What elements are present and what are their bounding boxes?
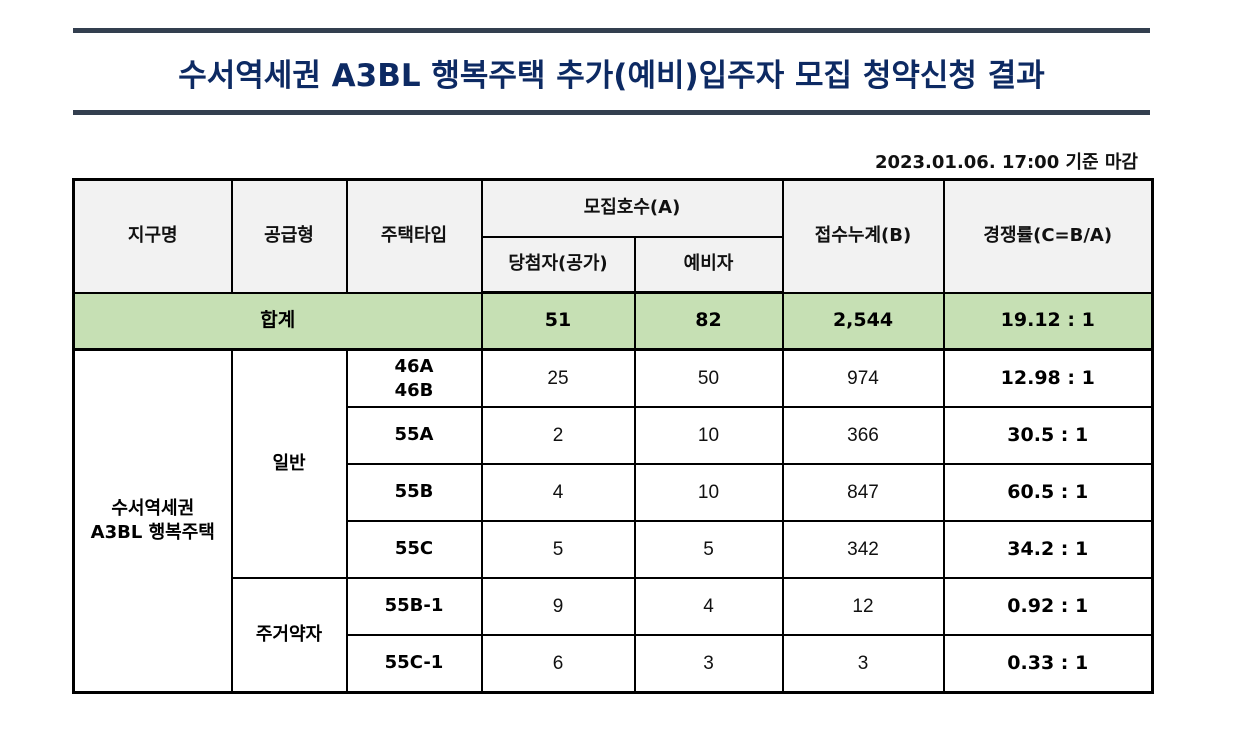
deadline-note: 2023.01.06. 17:00 기준 마감 <box>874 152 1138 173</box>
header-district: 지구명 <box>72 178 233 294</box>
results-table: 지구명 공급형 주택타입 모집호수(A) 접수누계(B) 경쟁률(C=B/A) … <box>72 178 1154 694</box>
competition-ratio: 34.2 : 1 <box>942 520 1154 579</box>
header-supply-type: 공급형 <box>230 178 348 294</box>
winners-vacant: 2 <box>480 406 636 465</box>
total-winners-vacant: 51 <box>480 291 636 351</box>
applications-total: 12 <box>781 577 945 636</box>
district-name-line1: 수서역세권 <box>111 497 195 519</box>
header-row: 지구명 공급형 주택타입 모집호수(A) 접수누계(B) 경쟁률(C=B/A) <box>72 178 1154 294</box>
competition-ratio: 12.98 : 1 <box>942 348 1154 408</box>
total-row: 합계 51 82 2,544 19.12 : 1 <box>72 291 1154 351</box>
header-subrow: 당첨자(공가) 예비자 <box>74 236 1153 294</box>
applications-total: 974 <box>781 348 945 408</box>
applications-total: 366 <box>781 406 945 465</box>
housing-type: 55C-1 <box>345 634 483 694</box>
applications-total: 342 <box>781 520 945 579</box>
housing-type-line1: 46A <box>394 356 434 378</box>
housing-type-line2: 46B <box>394 379 434 401</box>
table-row: 수서역세권 A3BL 행복주택 일반 46A 46B 25 50 974 12.… <box>72 348 1154 694</box>
total-applications: 2,544 <box>781 291 945 351</box>
table-row: 55B 4 10 847 60.5 : 1 <box>74 463 1154 522</box>
table-row: 주거약자 55B-1 9 4 12 0.92 : 1 <box>74 577 1154 694</box>
reserve: 4 <box>633 577 784 636</box>
competition-ratio: 0.33 : 1 <box>942 634 1154 694</box>
winners-vacant: 6 <box>480 634 636 694</box>
page-title: 수서역세권 A3BL 행복주택 추가(예비)입주자 모집 청약신청 결과 <box>178 58 1045 94</box>
header-recruit-units: 모집호수(A) <box>480 178 784 238</box>
housing-type: 55A <box>345 406 483 465</box>
header-housing-type: 주택타입 <box>345 178 483 294</box>
header-applications-total: 접수누계(B) <box>781 178 945 294</box>
title-top-rule <box>73 28 1150 33</box>
reserve: 10 <box>633 406 784 465</box>
housing-type: 55B-1 <box>345 577 483 636</box>
winners-vacant: 9 <box>480 577 636 636</box>
housing-type: 55C <box>345 520 483 579</box>
supply-group-general: 일반 <box>230 348 348 579</box>
district-name-line2: A3BL 행복주택 <box>90 522 215 543</box>
district-name: 수서역세권 A3BL 행복주택 <box>72 348 233 694</box>
applications-total: 3 <box>781 634 945 694</box>
header-winners-vacant: 당첨자(공가) <box>480 236 636 294</box>
winners-vacant: 5 <box>480 520 636 579</box>
housing-type: 55B <box>345 463 483 522</box>
supply-group-vulnerable: 주거약자 <box>230 577 348 694</box>
applications-total: 847 <box>781 463 945 522</box>
table-row: 55C-1 6 3 3 0.33 : 1 <box>74 634 1154 694</box>
total-reserve: 82 <box>633 291 784 351</box>
header-reserve: 예비자 <box>633 236 784 294</box>
reserve: 10 <box>633 463 784 522</box>
total-ratio: 19.12 : 1 <box>942 291 1154 351</box>
title-bottom-rule <box>73 110 1150 115</box>
competition-ratio: 60.5 : 1 <box>942 463 1154 522</box>
competition-ratio: 30.5 : 1 <box>942 406 1154 465</box>
total-label: 합계 <box>72 291 483 351</box>
reserve: 50 <box>633 348 784 408</box>
winners-vacant: 4 <box>480 463 636 522</box>
housing-type: 46A 46B <box>345 348 483 408</box>
reserve: 3 <box>633 634 784 694</box>
table-row: 55A 2 10 366 30.5 : 1 <box>74 406 1154 465</box>
competition-ratio: 0.92 : 1 <box>942 577 1154 636</box>
reserve: 5 <box>633 520 784 579</box>
header-competition-ratio: 경쟁률(C=B/A) <box>942 178 1154 294</box>
winners-vacant: 25 <box>480 348 636 408</box>
table-row: 55C 5 5 342 34.2 : 1 <box>74 520 1154 579</box>
